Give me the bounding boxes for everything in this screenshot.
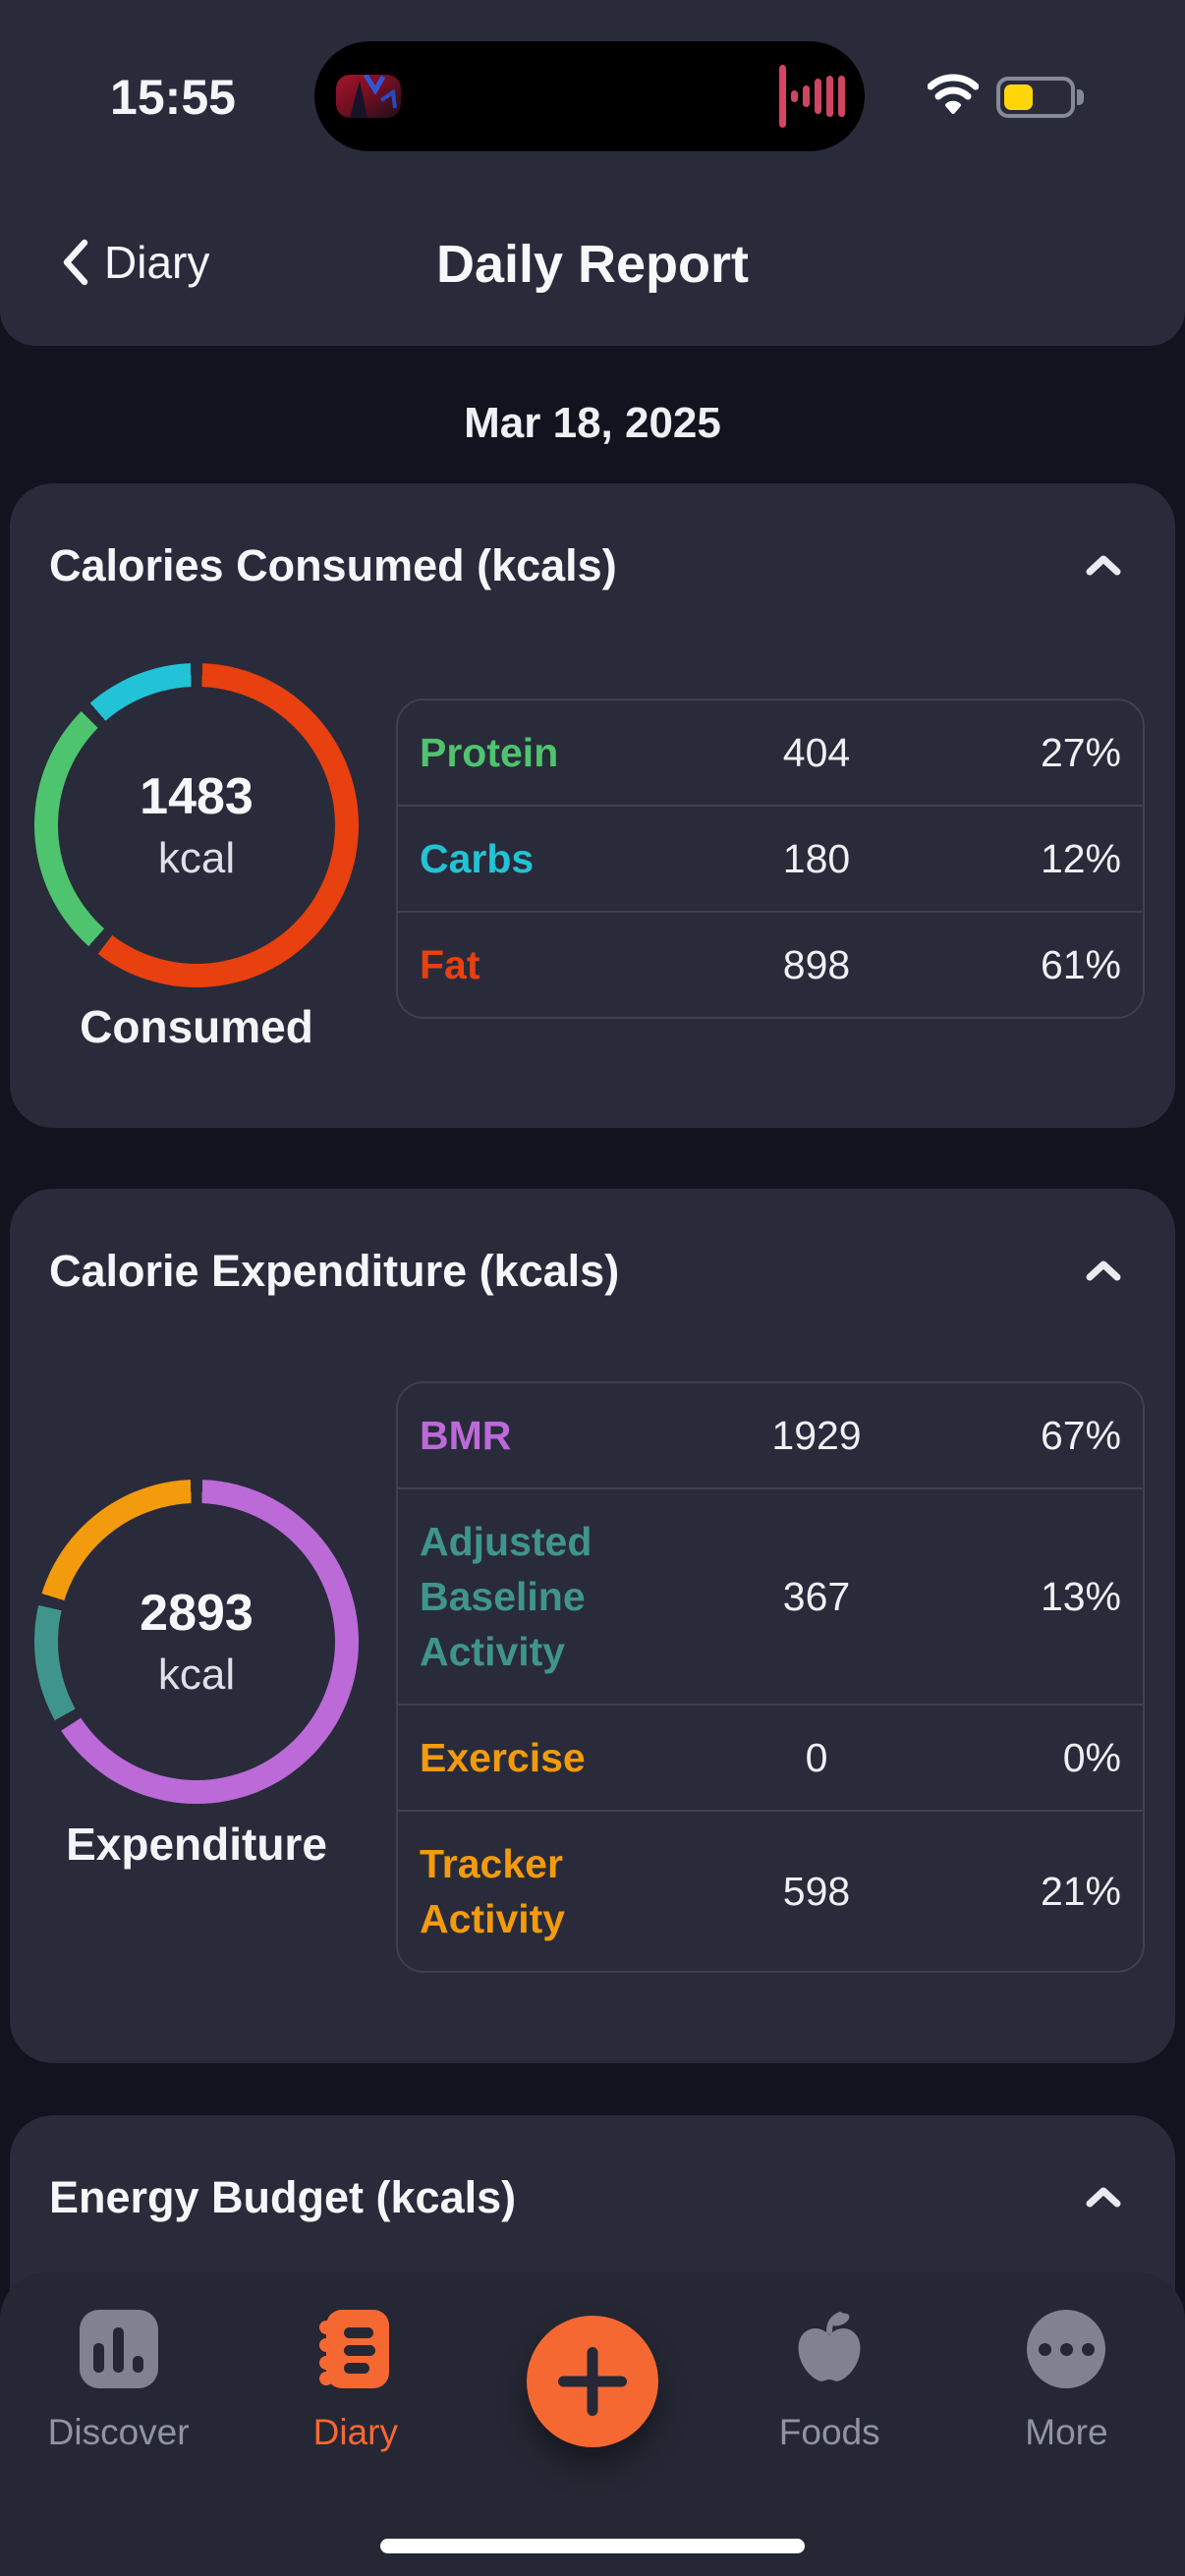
now-playing-album-art bbox=[336, 75, 401, 118]
row-label: BMR bbox=[420, 1413, 512, 1458]
table-row-fat: Fat 898 61% bbox=[398, 911, 1143, 1017]
calorie-expenditure-card: Calorie Expenditure (kcals) 2893 kcal Ex… bbox=[10, 1189, 1175, 2063]
chevron-up-icon bbox=[1086, 2187, 1121, 2208]
diary-notebook-icon bbox=[316, 2310, 395, 2388]
row-percent: 13% bbox=[1040, 1573, 1121, 1619]
add-entry-button[interactable] bbox=[527, 2316, 658, 2447]
wifi-icon bbox=[927, 73, 980, 119]
tab-discover[interactable]: Discover bbox=[0, 2310, 237, 2453]
row-label: Fat bbox=[420, 942, 480, 987]
expenditure-collapse-button[interactable] bbox=[1085, 1258, 1122, 1288]
consumed-card-title: Calories Consumed (kcals) bbox=[49, 540, 617, 590]
row-value: 367 bbox=[782, 1573, 851, 1619]
expenditure-table: BMR 1929 67% Adjusted Baseline Activity … bbox=[396, 1381, 1145, 1973]
row-label: Carbs bbox=[420, 836, 535, 881]
consumed-collapse-button[interactable] bbox=[1085, 552, 1122, 583]
apple-icon bbox=[790, 2310, 869, 2388]
battery-icon bbox=[996, 77, 1084, 118]
table-row-bmr: BMR 1929 67% bbox=[398, 1383, 1143, 1487]
row-value: 404 bbox=[782, 729, 851, 775]
tab-foods[interactable]: Foods bbox=[711, 2310, 948, 2453]
energy-collapse-button[interactable] bbox=[1085, 2184, 1122, 2214]
header-bar: 15:55 bbox=[0, 0, 1185, 346]
tab-label: Diary bbox=[312, 2412, 398, 2452]
row-value: 598 bbox=[782, 1868, 851, 1914]
macros-table: Protein 404 27% Carbs 180 12% Fat 898 61… bbox=[396, 699, 1145, 1019]
chevron-up-icon bbox=[1086, 1260, 1121, 1281]
table-row-protein: Protein 404 27% bbox=[398, 700, 1143, 805]
expenditure-total-value: 2893 bbox=[140, 1585, 254, 1642]
tab-more[interactable]: More bbox=[948, 2310, 1185, 2453]
expenditure-card-title: Calorie Expenditure (kcals) bbox=[49, 1246, 620, 1296]
row-percent: 61% bbox=[1040, 941, 1121, 987]
calories-consumed-card: Calories Consumed (kcals) 1483 kcal Cons… bbox=[10, 483, 1175, 1128]
energy-card-title: Energy Budget (kcals) bbox=[49, 2172, 517, 2222]
row-value: 1929 bbox=[771, 1412, 862, 1458]
tab-label: Discover bbox=[47, 2412, 190, 2452]
battery-cap bbox=[1077, 89, 1084, 105]
expenditure-total-unit: kcal bbox=[157, 1651, 236, 1699]
row-percent: 21% bbox=[1040, 1868, 1121, 1914]
tab-label: Foods bbox=[778, 2412, 880, 2452]
tab-label: More bbox=[1025, 2412, 1108, 2452]
row-label: Tracker Activity bbox=[420, 1841, 566, 1941]
report-date: Mar 18, 2025 bbox=[464, 399, 721, 447]
row-label: Adjusted Baseline Activity bbox=[420, 1519, 592, 1674]
table-row-adjusted-baseline: Adjusted Baseline Activity 367 13% bbox=[398, 1487, 1143, 1704]
table-row-tracker-activity: Tracker Activity 598 21% bbox=[398, 1810, 1143, 1971]
battery-level-fill bbox=[1004, 84, 1033, 110]
table-row-carbs: Carbs 180 12% bbox=[398, 805, 1143, 911]
row-label: Exercise bbox=[420, 1735, 586, 1780]
consumed-caption: Consumed bbox=[80, 1001, 313, 1052]
home-indicator[interactable] bbox=[380, 2539, 805, 2553]
back-button-label: Diary bbox=[104, 237, 210, 288]
dynamic-island[interactable] bbox=[314, 41, 865, 151]
consumed-total-unit: kcal bbox=[157, 834, 236, 882]
page-title: Daily Report bbox=[435, 235, 750, 294]
tab-add[interactable] bbox=[474, 2310, 710, 2453]
status-time: 15:55 bbox=[110, 70, 236, 125]
back-button[interactable]: Diary bbox=[61, 236, 209, 289]
row-value: 898 bbox=[782, 941, 851, 987]
expenditure-donut-chart: 2893 kcal bbox=[34, 1480, 359, 1804]
tab-diary[interactable]: Diary bbox=[237, 2310, 474, 2453]
row-percent: 27% bbox=[1040, 729, 1121, 775]
consumed-total-value: 1483 bbox=[140, 768, 254, 825]
chevron-up-icon bbox=[1086, 555, 1121, 576]
consumed-donut-center: 1483 kcal bbox=[34, 663, 359, 987]
row-percent: 12% bbox=[1040, 835, 1121, 881]
table-row-exercise: Exercise 0 0% bbox=[398, 1704, 1143, 1810]
row-percent: 0% bbox=[1062, 1734, 1121, 1780]
row-percent: 67% bbox=[1040, 1412, 1121, 1458]
row-label: Protein bbox=[420, 730, 559, 775]
ellipsis-icon bbox=[1027, 2310, 1106, 2388]
consumed-donut-chart: 1483 kcal bbox=[34, 663, 359, 987]
expenditure-caption: Expenditure bbox=[66, 1819, 327, 1870]
expenditure-donut-center: 2893 kcal bbox=[34, 1480, 359, 1804]
chevron-left-icon bbox=[63, 239, 88, 286]
bar-chart-icon bbox=[79, 2310, 158, 2388]
row-value: 0 bbox=[805, 1734, 828, 1780]
tab-bar: Discover Diary bbox=[0, 2272, 1185, 2576]
audio-waveform-icon bbox=[779, 41, 845, 151]
row-value: 180 bbox=[782, 835, 851, 881]
